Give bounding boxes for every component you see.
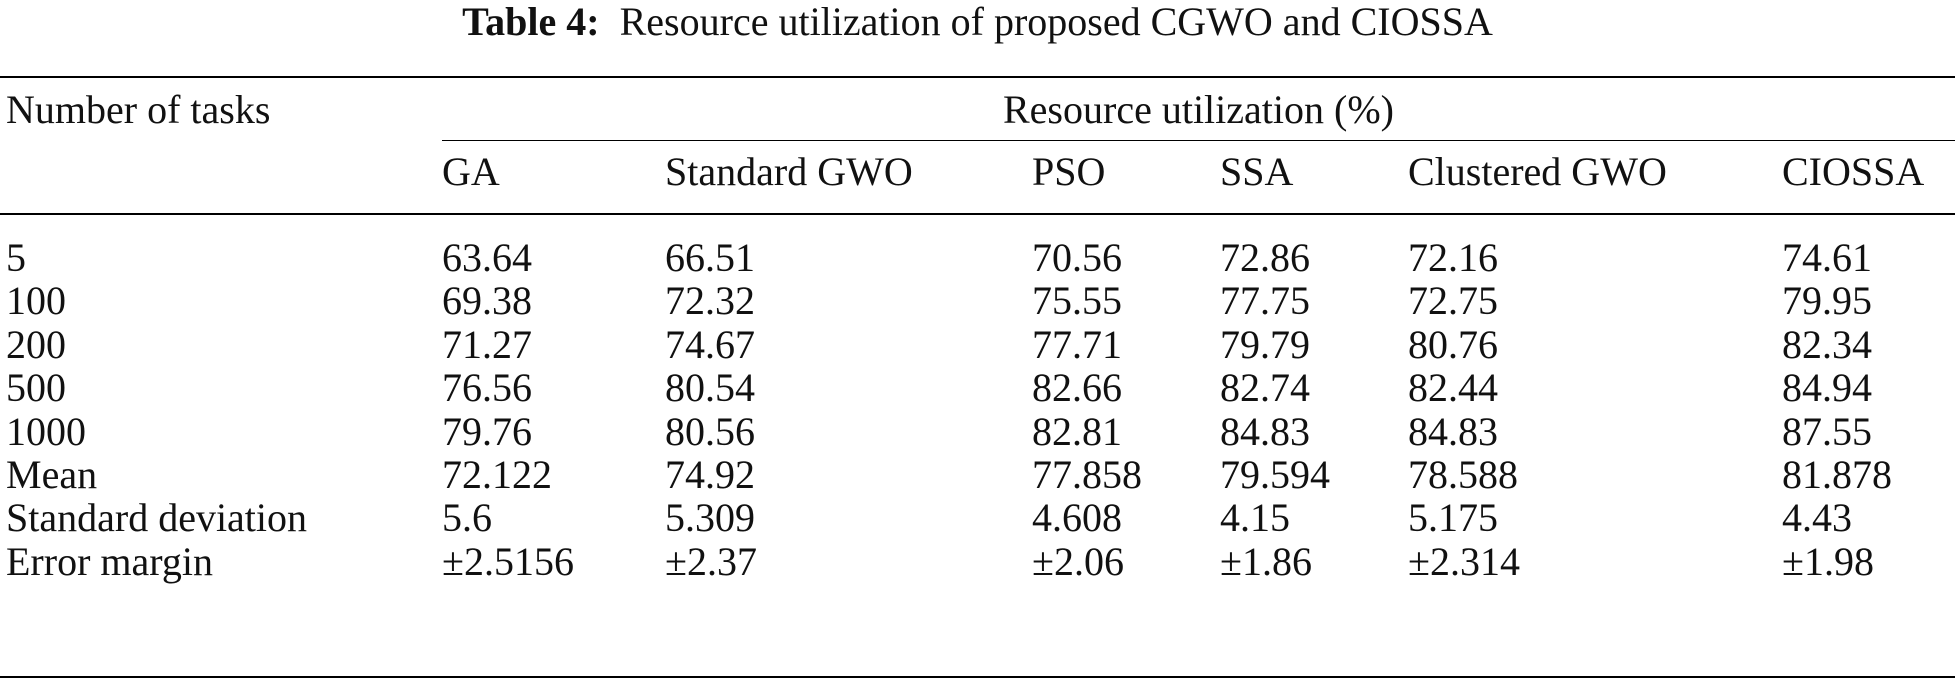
table-cell: 77.71 [1032, 322, 1122, 367]
table-cell: 84.94 [1782, 365, 1872, 410]
caption-label: Table 4: [462, 0, 600, 44]
column-header: Clustered GWO [1408, 149, 1667, 194]
caption-text: Resource utilization of proposed CGWO an… [619, 0, 1493, 44]
table-cell: 72.122 [442, 452, 552, 497]
table-cell: 87.55 [1782, 409, 1872, 454]
table-cell: 5.6 [442, 495, 492, 540]
row-label: Standard deviation [6, 495, 308, 540]
table-cell: 82.44 [1408, 365, 1498, 410]
table-cell: 77.858 [1032, 452, 1142, 497]
table-cell: 84.83 [1220, 409, 1310, 454]
table-cell: 79.594 [1220, 452, 1330, 497]
row-label: 200 [6, 322, 66, 367]
table-cell: 74.61 [1782, 235, 1872, 280]
table-cell: 80.56 [665, 409, 755, 454]
table-cell: 72.16 [1408, 235, 1498, 280]
column-header: PSO [1032, 149, 1106, 194]
column-header: GA [442, 149, 500, 194]
table-cell: 63.64 [442, 235, 532, 280]
column-header: CIOSSA [1782, 149, 1925, 194]
table-caption: Table 4: Resource utilization of propose… [0, 0, 1955, 44]
table-cell: 84.83 [1408, 409, 1498, 454]
table-cell: 77.75 [1220, 278, 1310, 323]
table-cell: 74.92 [665, 452, 755, 497]
table-cell: 4.608 [1032, 495, 1122, 540]
header-bottom-rule [0, 213, 1955, 215]
table-cell: 71.27 [442, 322, 532, 367]
row-label: 100 [6, 278, 66, 323]
row-label: Error margin [6, 539, 213, 584]
row-label: 5 [6, 235, 26, 280]
table-cell: 5.309 [665, 495, 755, 540]
column-header: SSA [1220, 149, 1294, 194]
table-cell: 79.95 [1782, 278, 1872, 323]
table-cell: 82.81 [1032, 409, 1122, 454]
row-label: 1000 [6, 409, 86, 454]
table-cell: 82.74 [1220, 365, 1310, 410]
table-cell: ±2.06 [1032, 539, 1124, 584]
table-top-rule [0, 76, 1955, 78]
table-cell: 72.75 [1408, 278, 1498, 323]
table-cell: 76.56 [442, 365, 532, 410]
table-cell: ±1.86 [1220, 539, 1312, 584]
table-cell: 79.79 [1220, 322, 1310, 367]
table-cell: 81.878 [1782, 452, 1892, 497]
table-cell: 69.38 [442, 278, 532, 323]
table-cell: 72.32 [665, 278, 755, 323]
table-cell: ±2.37 [665, 539, 757, 584]
table-cell: ±2.314 [1408, 539, 1520, 584]
table-cell: ±1.98 [1782, 539, 1874, 584]
table-cell: ±2.5156 [442, 539, 574, 584]
table-cell: 82.34 [1782, 322, 1872, 367]
table-cell: 79.76 [442, 409, 532, 454]
table-cell: 4.15 [1220, 495, 1290, 540]
column-header: Standard GWO [665, 149, 913, 194]
row-label: Mean [6, 452, 98, 497]
row-header-label: Number of tasks [6, 87, 271, 132]
table-cell: 80.76 [1408, 322, 1498, 367]
table-cell: 4.43 [1782, 495, 1852, 540]
table-cell: 74.67 [665, 322, 755, 367]
table-cell: 5.175 [1408, 495, 1498, 540]
row-label: 500 [6, 365, 66, 410]
column-group-header: Resource utilization (%) [1003, 87, 1394, 132]
table-cell: 80.54 [665, 365, 755, 410]
table-bottom-rule [0, 676, 1955, 678]
table-cell: 66.51 [665, 235, 755, 280]
table-cell: 70.56 [1032, 235, 1122, 280]
table-cell: 78.588 [1408, 452, 1518, 497]
table-cell: 72.86 [1220, 235, 1310, 280]
table-cell: 82.66 [1032, 365, 1122, 410]
group-header-rule [442, 140, 1955, 141]
table-cell: 75.55 [1032, 278, 1122, 323]
